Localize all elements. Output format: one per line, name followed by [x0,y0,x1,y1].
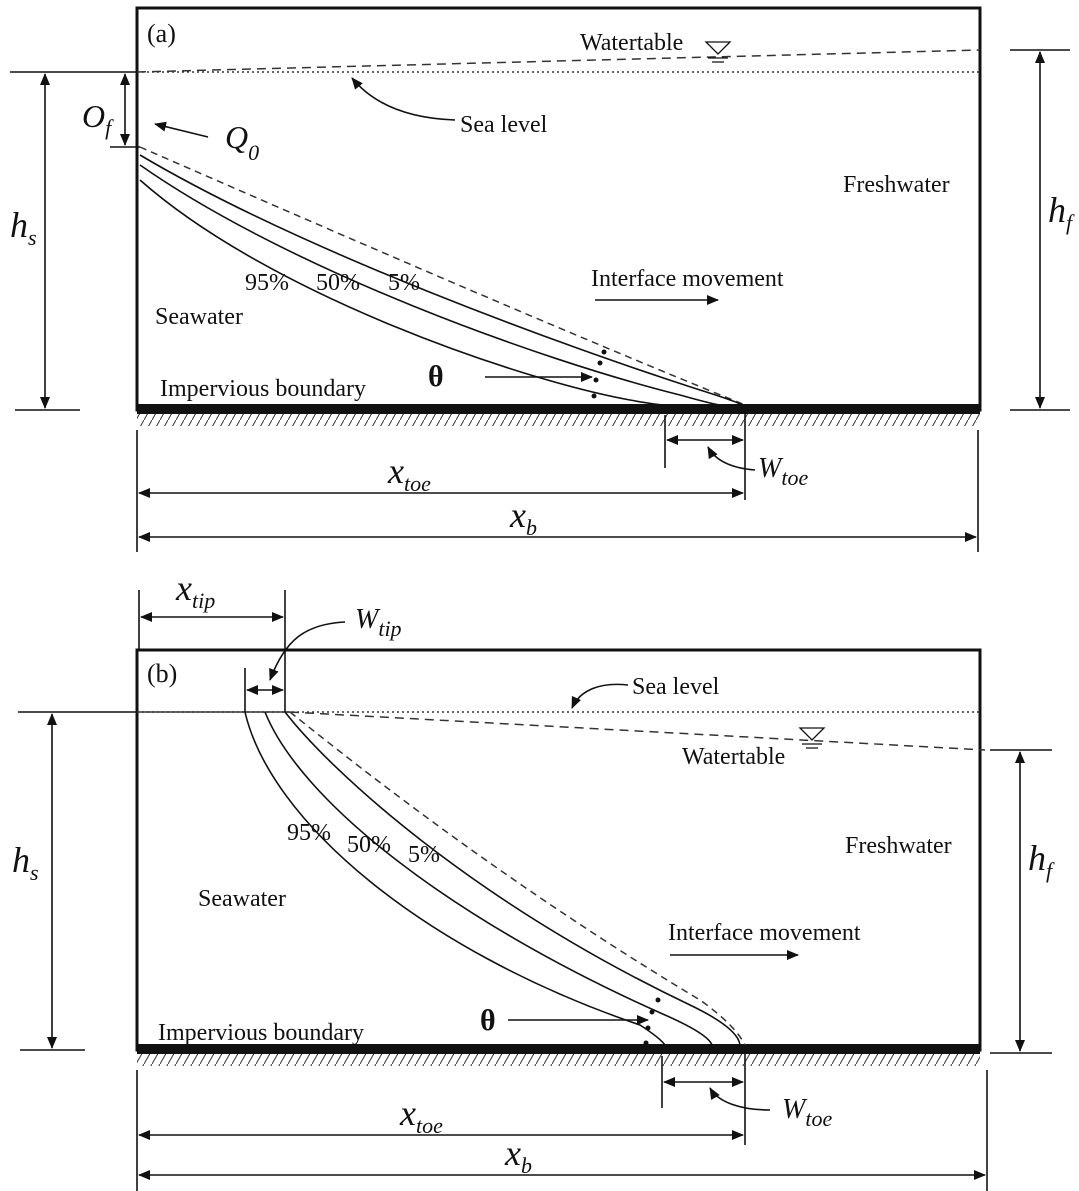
discharge-arrow [155,124,208,137]
wtoe-pointer [708,447,755,470]
label-part: toe [805,1106,832,1131]
label-part: x [504,1133,521,1173]
sea-level-label: Sea level [460,112,548,138]
seawater-label: Seawater [198,886,286,912]
label-part: x [509,495,526,535]
watertable-line [290,712,985,750]
contour-label: 95% [287,820,331,846]
watertable-label: Watertable [580,30,683,56]
xtoe-label: xtoe [399,1093,443,1138]
wtoe-label: Wtoe [782,1094,832,1131]
label-part: Q [225,119,248,155]
hatching [137,1054,980,1066]
panel-tag: (b) [147,659,177,688]
label-part: h [10,205,28,245]
wtoe-label: Wtoe [758,453,808,490]
impervious-base [137,404,980,414]
freshwater-label: Freshwater [843,172,950,198]
xb-label: xb [504,1133,532,1178]
label-part: f [1046,858,1055,883]
label-part: toe [781,465,808,490]
contour-95 [245,712,665,1045]
watertable-symbol [706,42,730,62]
diagram: (a) Watertable Sea level Freshwater Seaw… [0,0,1079,1191]
boundary-label: Impervious boundary [158,1020,364,1046]
sea-level-pointer [572,684,628,708]
contour-label: 50% [316,270,360,296]
label-part: s [28,225,37,250]
contour-label: 95% [245,270,289,296]
label-part: toe [416,1113,443,1138]
label-part: b [521,1153,532,1178]
of-label: Of [82,98,114,140]
theta-label: θ [428,360,444,393]
xb-label: xb [509,495,537,540]
hs-label: hs [10,205,37,250]
movement-label: Interface movement [668,920,861,946]
watertable-symbol [800,728,824,748]
contour-50 [265,712,712,1045]
contour-label: 5% [408,842,440,868]
label-part: x [387,451,404,491]
watertable-label: Watertable [682,744,785,770]
wtoe-pointer [710,1088,770,1110]
label-part: 0 [248,140,259,165]
label-part: tip [378,616,401,641]
label-part: toe [404,471,431,496]
label-part: W [758,453,784,484]
label-part: x [399,1093,416,1133]
hf-label: hf [1048,190,1075,235]
label-part: x [175,568,192,608]
label-part: h [12,840,30,880]
xtoe-label: xtoe [387,451,431,496]
panel-tag: (a) [147,19,176,48]
label-part: f [1066,210,1075,235]
label-part: b [526,515,537,540]
freshwater-label: Freshwater [845,833,952,859]
sea-level-label: Sea level [632,674,720,700]
label-part: f [105,115,114,140]
theta-label: θ [480,1004,496,1037]
label-part: O [82,98,105,134]
xtip-label: xtip [175,568,215,613]
label-part: h [1048,190,1066,230]
label-part: W [355,604,381,635]
contour-label: 5% [388,270,420,296]
sharp-interface [290,712,745,1045]
label-part: h [1028,838,1046,878]
discharge-label: Q0 [225,119,259,165]
watertable-line [137,50,980,72]
label-part: W [782,1094,808,1125]
hatching [137,414,980,426]
label-part: tip [192,588,215,613]
sea-level-pointer [352,78,455,120]
label-part: s [30,860,39,885]
contour-label: 50% [347,832,391,858]
movement-label: Interface movement [591,266,784,292]
seawater-label: Seawater [155,304,243,330]
boundary-label: Impervious boundary [160,376,366,402]
wtip-label: Wtip [355,604,402,641]
hs-label: hs [12,840,39,885]
hf-label: hf [1028,838,1055,883]
panel-a: (a) Watertable Sea level Freshwater Seaw… [10,8,1075,552]
panel-b: (b) Sea level Watertable Freshwater Seaw… [12,568,1055,1191]
